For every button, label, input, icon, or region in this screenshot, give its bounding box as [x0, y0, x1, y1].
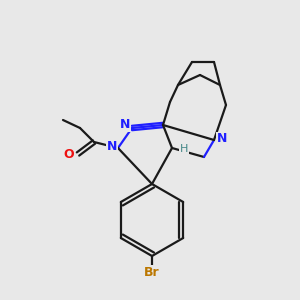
Text: N: N	[120, 118, 130, 131]
Text: Br: Br	[144, 266, 160, 278]
Text: N: N	[217, 133, 227, 146]
Text: N: N	[107, 140, 117, 154]
Text: H: H	[180, 144, 188, 154]
Text: O: O	[64, 148, 74, 161]
